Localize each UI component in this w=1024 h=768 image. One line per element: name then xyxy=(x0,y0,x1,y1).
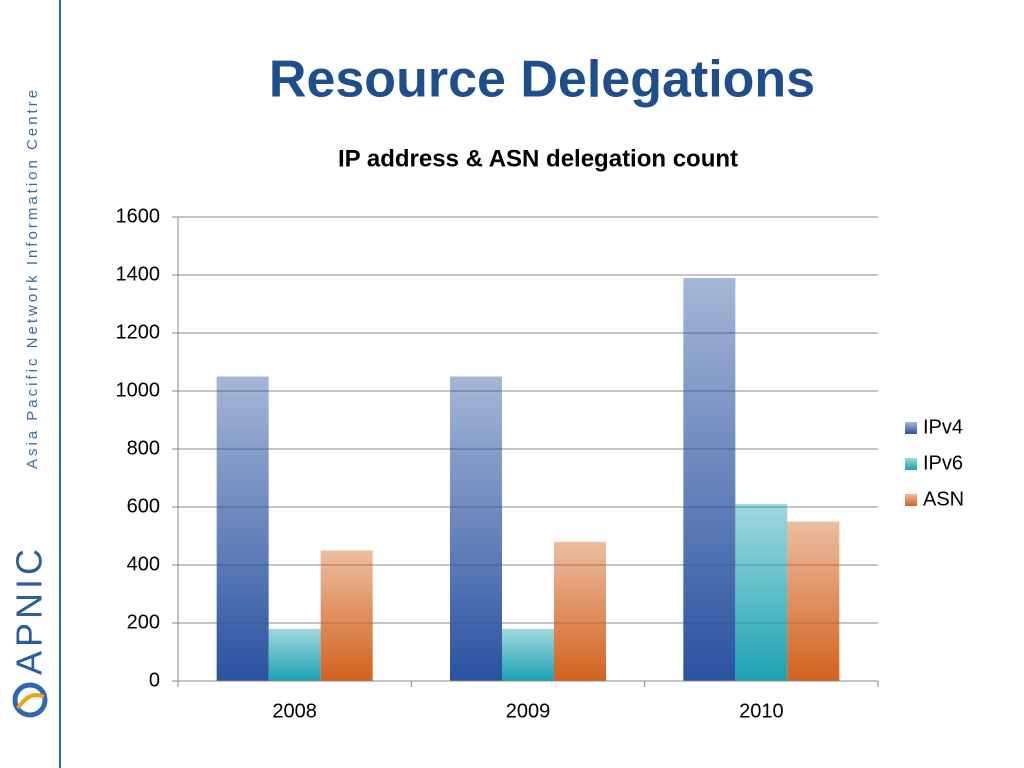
bar xyxy=(735,504,788,681)
bar xyxy=(683,277,736,681)
x-tick-label: 2008 xyxy=(272,700,317,722)
legend-label: IPv6 xyxy=(923,452,963,474)
y-tick-label: 800 xyxy=(127,437,160,459)
y-tick-label: 1600 xyxy=(116,205,161,227)
legend-swatch xyxy=(905,494,917,506)
logo xyxy=(12,682,48,718)
y-tick-label: 1200 xyxy=(116,321,161,343)
y-tick-label: 0 xyxy=(149,669,160,691)
slide-title: Resource Delegations xyxy=(269,51,815,109)
chart-title: IP address & ASN delegation count xyxy=(338,145,738,172)
y-tick-label: 400 xyxy=(127,553,160,575)
x-tick-label: 2010 xyxy=(739,700,784,722)
sidebar-logo-text: APNIC xyxy=(9,545,50,675)
y-tick-label: 1000 xyxy=(116,379,161,401)
y-tick-label: 200 xyxy=(127,611,160,633)
legend-label: IPv4 xyxy=(923,416,963,438)
bar xyxy=(554,541,606,681)
bar xyxy=(320,550,373,681)
bar xyxy=(216,376,269,681)
bar xyxy=(787,521,840,681)
legend-swatch xyxy=(905,458,917,470)
legend-label: ASN xyxy=(923,488,964,510)
bar xyxy=(450,376,502,681)
sidebar-tagline: Asia Pacific Network Information Centre xyxy=(24,87,41,469)
x-tick-label: 2009 xyxy=(506,700,551,722)
y-tick-label: 600 xyxy=(127,495,160,517)
legend-swatch xyxy=(905,422,917,434)
y-tick-label: 1400 xyxy=(116,263,161,285)
decoration xyxy=(604,0,1024,360)
bar xyxy=(268,628,321,681)
bar xyxy=(502,628,554,681)
